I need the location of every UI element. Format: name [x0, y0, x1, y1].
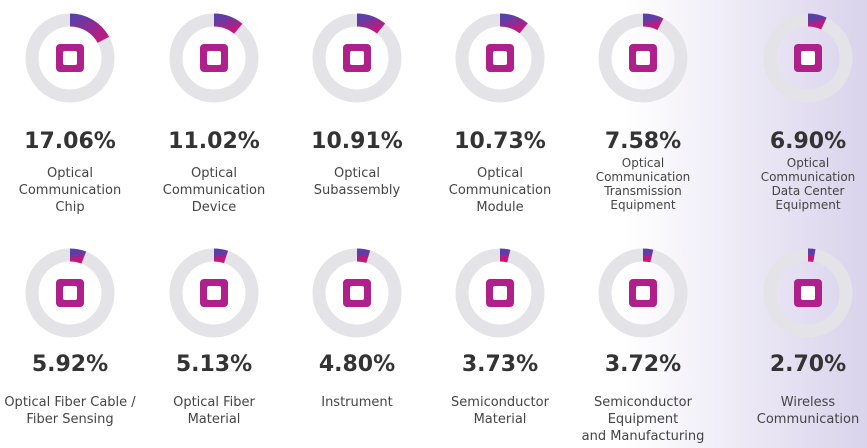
icon-detail — [63, 51, 77, 65]
donut-arc — [499, 248, 511, 263]
category-label: Communication — [596, 170, 691, 184]
category-label: Optical — [47, 166, 93, 181]
icon — [200, 279, 228, 307]
icon — [794, 44, 822, 72]
donut-arc — [213, 248, 229, 264]
category-label: Equipment — [775, 198, 840, 212]
icon — [343, 279, 371, 307]
category-label: Fiber Sensing — [26, 412, 113, 427]
category-label: Device — [192, 200, 236, 215]
icon-detail — [801, 286, 815, 300]
category-label: Subassembly — [314, 183, 401, 198]
category-label: Optical — [334, 166, 380, 181]
category-label: Material — [474, 412, 527, 427]
donut-arc — [499, 13, 528, 34]
value-label: 4.80% — [319, 352, 395, 377]
donut-arc — [213, 13, 243, 34]
donut-arc — [642, 248, 654, 263]
category-label: and Manufacturing — [582, 429, 705, 444]
category-label: Semiconductor — [451, 395, 550, 410]
value-label: 10.73% — [454, 129, 546, 154]
category-label: Data Center — [772, 184, 845, 198]
category-label: Communication — [163, 183, 265, 198]
value-label: 17.06% — [24, 129, 116, 154]
category-label: Optical — [477, 166, 523, 181]
icon — [343, 44, 371, 72]
value-label: 7.58% — [605, 129, 681, 154]
icon — [56, 279, 84, 307]
category-label: Equipment — [610, 198, 675, 212]
icon — [629, 279, 657, 307]
value-label: 10.91% — [311, 129, 403, 154]
donut-arc — [807, 248, 816, 262]
donut-arc — [69, 248, 87, 264]
category-label: Module — [476, 200, 523, 215]
category-label: Optical Fiber — [173, 395, 255, 410]
icon — [486, 44, 514, 72]
category-label: Optical Fiber Cable / — [4, 395, 136, 410]
value-label: 2.70% — [770, 352, 846, 377]
value-label: 6.90% — [770, 129, 846, 154]
icon-detail — [636, 286, 650, 300]
icon-detail — [801, 51, 815, 65]
icon — [486, 279, 514, 307]
category-label: Chip — [55, 200, 84, 215]
category-label: Instrument — [321, 395, 393, 410]
icon-detail — [493, 286, 507, 300]
value-label: 11.02% — [168, 129, 260, 154]
category-label: Communication — [19, 183, 121, 198]
icon-detail — [493, 51, 507, 65]
icon-detail — [207, 51, 221, 65]
icon-detail — [63, 286, 77, 300]
category-label: Optical — [622, 156, 664, 170]
donut-arc — [69, 13, 110, 44]
icon-detail — [350, 286, 364, 300]
icon-detail — [207, 286, 221, 300]
category-label: Transmission — [603, 184, 682, 198]
icon — [629, 44, 657, 72]
icon-detail — [350, 51, 364, 65]
icon — [56, 44, 84, 72]
category-label: Material — [188, 412, 241, 427]
category-label: Communication — [757, 412, 859, 427]
donut-arc — [642, 13, 664, 31]
value-label: 3.73% — [462, 352, 538, 377]
value-label: 5.92% — [32, 352, 108, 377]
category-label: Semiconductor — [594, 395, 693, 410]
category-label: Communication — [761, 170, 856, 184]
icon — [200, 44, 228, 72]
donut-arc — [807, 13, 827, 30]
icon-detail — [636, 51, 650, 65]
value-label: 5.13% — [176, 352, 252, 377]
category-label: Wireless — [781, 395, 836, 410]
value-label: 3.72% — [605, 352, 681, 377]
category-label: Equipment — [608, 412, 679, 427]
donut-arc — [356, 13, 386, 34]
category-label: Optical — [787, 156, 829, 170]
category-label: Communication — [449, 183, 551, 198]
icon — [794, 279, 822, 307]
category-label: Optical — [191, 166, 237, 181]
donut-arc — [356, 248, 371, 263]
